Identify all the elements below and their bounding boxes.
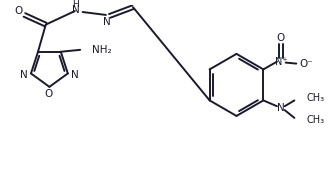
Text: O: O (15, 6, 23, 16)
Text: CH₃: CH₃ (306, 115, 324, 125)
Text: N: N (71, 70, 78, 80)
Text: O: O (44, 89, 53, 99)
Text: O⁻: O⁻ (299, 59, 313, 68)
Text: H: H (72, 0, 79, 9)
Text: N: N (72, 5, 80, 15)
Text: N: N (277, 103, 285, 113)
Text: N: N (103, 17, 111, 27)
Text: N: N (20, 70, 28, 80)
Text: O: O (277, 33, 285, 43)
Text: CH₃: CH₃ (306, 93, 324, 104)
Text: N⁺: N⁺ (274, 57, 287, 67)
Text: NH₂: NH₂ (92, 45, 112, 55)
